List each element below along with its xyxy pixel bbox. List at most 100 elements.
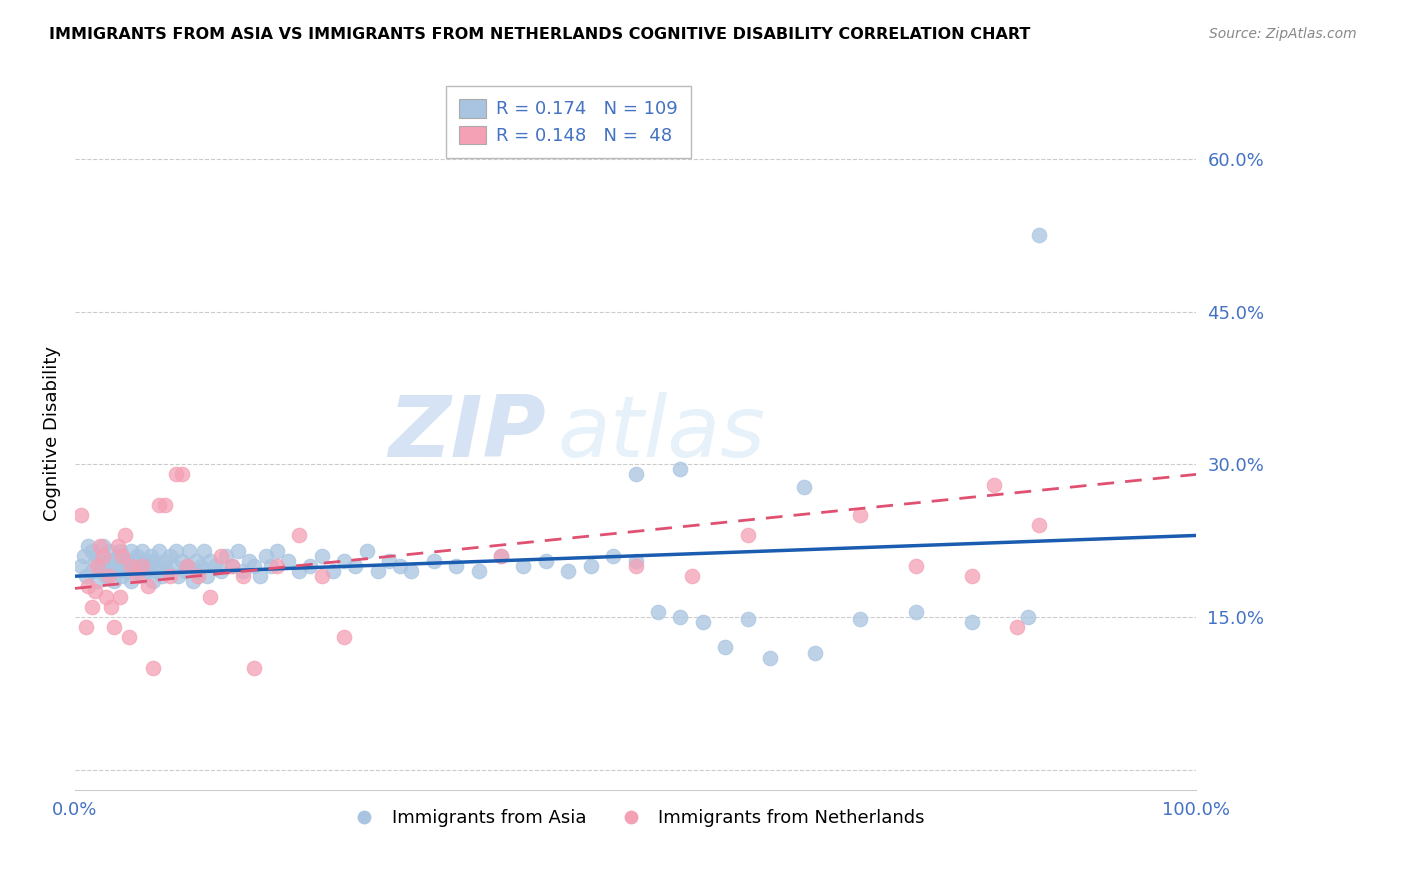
Point <box>983 477 1005 491</box>
Point <box>136 564 159 578</box>
Point <box>107 539 129 553</box>
Point <box>152 569 174 583</box>
Point <box>80 564 103 578</box>
Point <box>209 564 232 578</box>
Point <box>243 559 266 574</box>
Point <box>960 569 983 583</box>
Point <box>114 528 136 542</box>
Point <box>1005 620 1028 634</box>
Point <box>190 559 212 574</box>
Point <box>467 564 489 578</box>
Point <box>624 559 647 574</box>
Point <box>111 549 134 563</box>
Point <box>120 543 142 558</box>
Point <box>669 610 692 624</box>
Point <box>108 559 131 574</box>
Point <box>131 559 153 574</box>
Point <box>91 559 114 574</box>
Legend: Immigrants from Asia, Immigrants from Netherlands: Immigrants from Asia, Immigrants from Ne… <box>339 802 932 834</box>
Point <box>344 559 367 574</box>
Point <box>187 569 209 583</box>
Point <box>215 549 238 563</box>
Point <box>103 559 125 574</box>
Point <box>73 549 96 563</box>
Text: Source: ZipAtlas.com: Source: ZipAtlas.com <box>1209 27 1357 41</box>
Point <box>125 549 148 563</box>
Point <box>125 569 148 583</box>
Point <box>77 539 100 553</box>
Point <box>193 543 215 558</box>
Point <box>97 569 120 583</box>
Point <box>209 549 232 563</box>
Point <box>692 615 714 629</box>
Point <box>378 554 401 568</box>
Point <box>243 661 266 675</box>
Point <box>97 543 120 558</box>
Point <box>120 559 142 574</box>
Point <box>159 569 181 583</box>
Point <box>111 569 134 583</box>
Point <box>444 559 467 574</box>
Point <box>141 549 163 563</box>
Point <box>100 599 122 614</box>
Point <box>333 630 356 644</box>
Point <box>254 549 277 563</box>
Point <box>288 528 311 542</box>
Point <box>557 564 579 578</box>
Point <box>156 564 179 578</box>
Point <box>737 612 759 626</box>
Point <box>86 559 108 574</box>
Point <box>136 559 159 574</box>
Point <box>89 539 111 553</box>
Point <box>170 554 193 568</box>
Point <box>84 584 107 599</box>
Point <box>389 559 412 574</box>
Point <box>195 569 218 583</box>
Point <box>176 559 198 574</box>
Point <box>266 543 288 558</box>
Point <box>100 564 122 578</box>
Point <box>91 549 114 563</box>
Point <box>176 559 198 574</box>
Point <box>260 559 283 574</box>
Point <box>153 498 176 512</box>
Point <box>134 554 156 568</box>
Point <box>165 467 187 482</box>
Point <box>198 590 221 604</box>
Point <box>311 549 333 563</box>
Text: atlas: atlas <box>557 392 765 475</box>
Point <box>681 569 703 583</box>
Point <box>75 569 97 583</box>
Point <box>423 554 446 568</box>
Point <box>489 549 512 563</box>
Point <box>103 620 125 634</box>
Point <box>624 467 647 482</box>
Point <box>97 554 120 568</box>
Point <box>179 543 201 558</box>
Point <box>849 508 872 522</box>
Point <box>165 543 187 558</box>
Point <box>299 559 322 574</box>
Point <box>145 564 167 578</box>
Point <box>288 564 311 578</box>
Point <box>148 498 170 512</box>
Y-axis label: Cognitive Disability: Cognitive Disability <box>44 346 60 521</box>
Point <box>221 559 243 574</box>
Point <box>75 620 97 634</box>
Point <box>714 640 737 655</box>
Point <box>512 559 534 574</box>
Point <box>114 564 136 578</box>
Point <box>131 543 153 558</box>
Point <box>84 554 107 568</box>
Point <box>904 605 927 619</box>
Point <box>163 559 186 574</box>
Point <box>167 569 190 583</box>
Point <box>173 564 195 578</box>
Point <box>311 569 333 583</box>
Point <box>669 462 692 476</box>
Point <box>232 564 254 578</box>
Point <box>86 549 108 563</box>
Point <box>804 646 827 660</box>
Point <box>159 549 181 563</box>
Point <box>96 569 118 583</box>
